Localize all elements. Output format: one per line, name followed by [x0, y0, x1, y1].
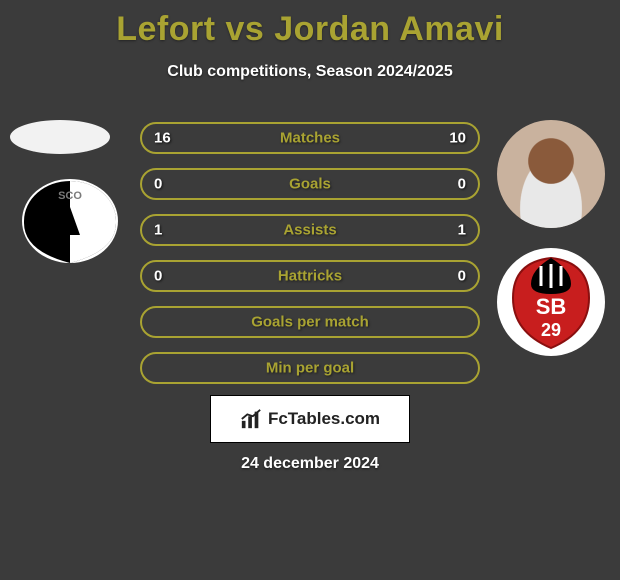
stat-row: 1 Assists 1 — [140, 214, 480, 246]
stat-label: Min per goal — [266, 360, 354, 377]
stat-left-value: 0 — [154, 176, 162, 193]
brand-text: FcTables.com — [268, 409, 380, 429]
stat-right-value: 1 — [458, 222, 466, 239]
club-left-abbrev: SCO — [58, 190, 82, 202]
stat-row: 0 Hattricks 0 — [140, 260, 480, 292]
player-right-club-badge: SB 29 — [497, 248, 605, 356]
stat-left-value: 1 — [154, 222, 162, 239]
stat-row: 0 Goals 0 — [140, 168, 480, 200]
date: 24 december 2024 — [241, 455, 379, 473]
player-left-club-badge: SCO — [20, 177, 120, 265]
brand-box: FcTables.com — [210, 395, 410, 443]
stat-right-value: 10 — [449, 130, 466, 147]
stat-label: Matches — [280, 130, 340, 147]
club-right-abbrev: SB — [536, 294, 567, 319]
subtitle: Club competitions, Season 2024/2025 — [0, 63, 620, 81]
stat-left-value: 16 — [154, 130, 171, 147]
stat-label: Goals — [289, 176, 331, 193]
stat-right-value: 0 — [458, 176, 466, 193]
club-right-number: 29 — [541, 320, 561, 340]
stat-label: Goals per match — [251, 314, 369, 331]
stat-row: Min per goal — [140, 352, 480, 384]
stat-row: 16 Matches 10 — [140, 122, 480, 154]
player-left-avatar — [10, 120, 110, 154]
brand-chart-icon — [240, 408, 262, 430]
player-right-avatar — [497, 120, 605, 228]
stat-rows: 16Matches100Goals01Assists10Hattricks0Go… — [140, 122, 480, 398]
stat-right-value: 0 — [458, 268, 466, 285]
page-title: Lefort vs Jordan Amavi — [0, 0, 620, 49]
stat-left-value: 0 — [154, 268, 162, 285]
stat-row: Goals per match — [140, 306, 480, 338]
stat-label: Assists — [283, 222, 336, 239]
stat-label: Hattricks — [278, 268, 342, 285]
